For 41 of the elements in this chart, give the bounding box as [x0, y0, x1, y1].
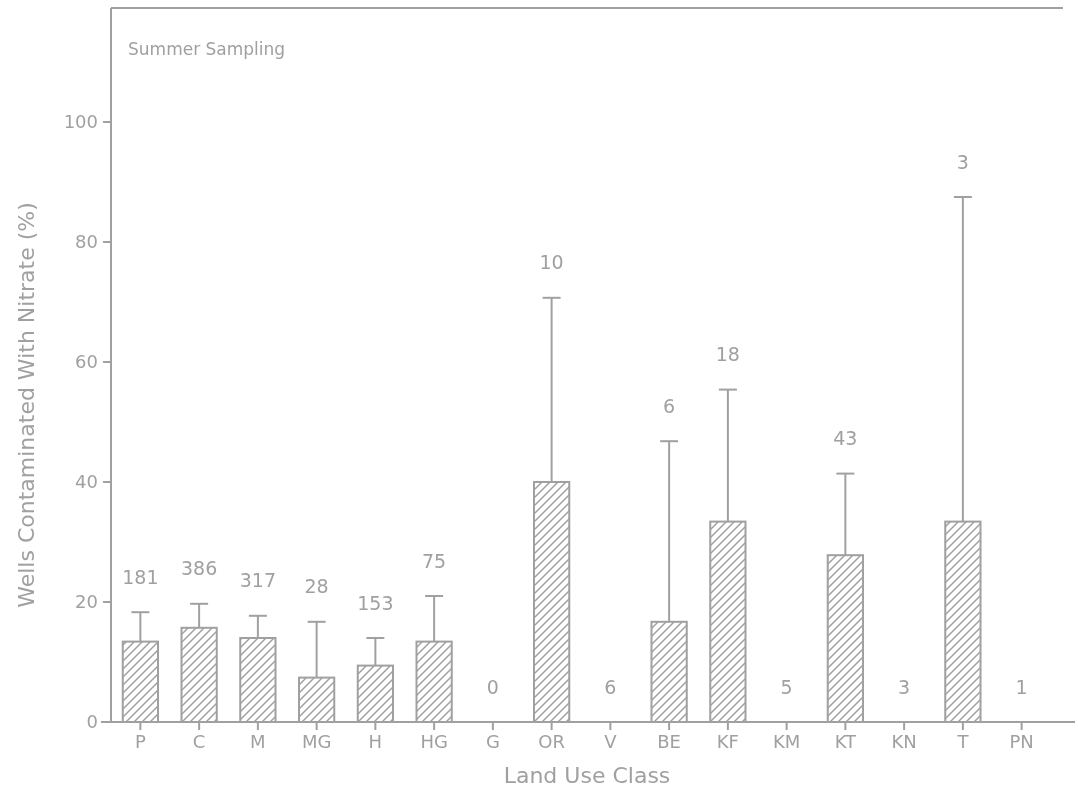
- x-tick-label: G: [485, 731, 500, 752]
- x-tick-label: M: [250, 731, 266, 752]
- y-tick-label: 0: [86, 711, 98, 733]
- annotation: 386: [180, 557, 218, 580]
- annotation: 6: [604, 675, 617, 698]
- annotation: 18: [715, 343, 740, 366]
- annotation: 317: [239, 569, 277, 592]
- x-tick-label: T: [956, 731, 970, 752]
- x-tick-label: MG: [301, 731, 332, 752]
- x-axis-title: Land Use Class: [503, 763, 671, 788]
- annotation: 1: [1015, 675, 1028, 698]
- x-tick-label: OR: [538, 731, 565, 752]
- annotation: 5: [780, 675, 793, 698]
- x-tick-label: KN: [891, 731, 917, 752]
- x-tick-label: KM: [772, 731, 801, 752]
- annotation: 28: [304, 575, 329, 598]
- x-tick-label: PN: [1009, 731, 1034, 752]
- annotation: 3: [898, 675, 911, 698]
- annotation: 153: [357, 591, 394, 614]
- annotation: 10: [539, 251, 564, 274]
- x-tick-label: P: [134, 731, 146, 752]
- y-tick-label: 40: [75, 471, 98, 493]
- text: Summer Sampling: [128, 39, 286, 59]
- annotation: 6: [663, 394, 676, 417]
- y-tick-label: 60: [75, 351, 98, 373]
- annotation: 75: [422, 549, 447, 572]
- annotation: 43: [833, 427, 858, 450]
- x-tick-label: V: [604, 731, 618, 752]
- annotation: 3: [956, 150, 969, 173]
- x-tick-label: KT: [834, 731, 858, 752]
- x-tick-label: HG: [420, 731, 448, 752]
- x-tick-label: BE: [657, 731, 681, 752]
- annotation: 0: [486, 675, 499, 698]
- y-tick-label: 20: [75, 591, 98, 613]
- x-tick-label: H: [368, 731, 383, 752]
- y-tick-label: 80: [75, 231, 98, 253]
- x-tick-label: KF: [716, 731, 739, 752]
- x-tick-label: C: [192, 731, 206, 752]
- annotation: 181: [122, 565, 159, 588]
- y-axis-title: Wells Contaminated With Nitrate (%): [14, 202, 39, 608]
- y-tick-label: 100: [63, 111, 98, 133]
